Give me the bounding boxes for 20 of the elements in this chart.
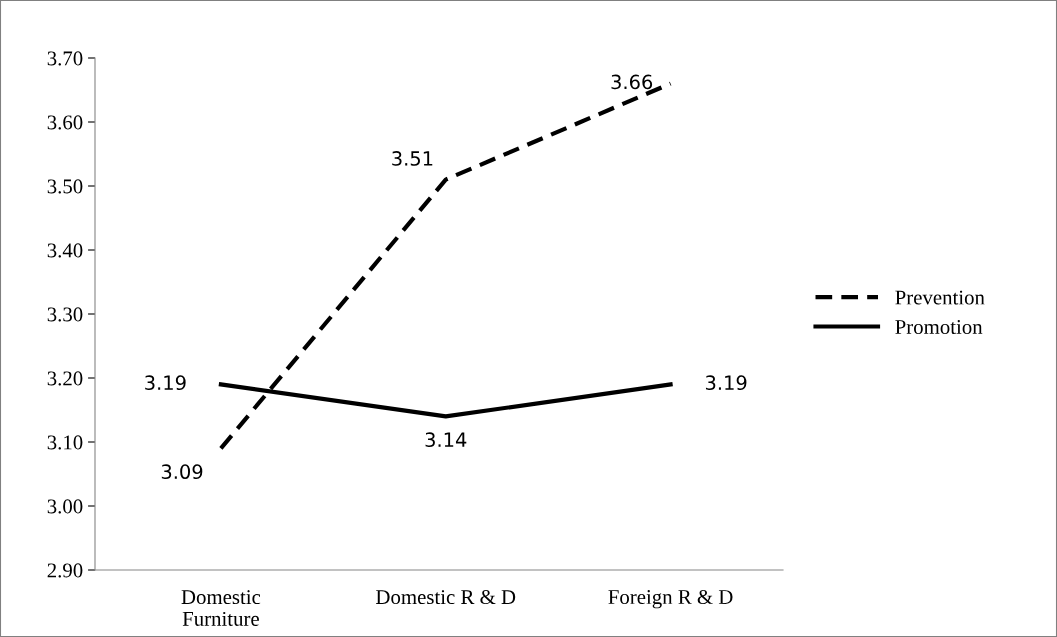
legend-label: Prevention [895, 290, 985, 305]
y-tick-label: 3.30 [47, 307, 83, 322]
data-label: 3.19 [705, 375, 747, 391]
x-tick-label: Domestic Furniture [181, 590, 261, 626]
y-tick-label: 2.90 [47, 563, 83, 578]
y-tick-label: 3.00 [47, 499, 83, 514]
legend-label: Promotion [895, 320, 983, 334]
data-label: 3.51 [392, 151, 433, 166]
data-label: 3.66 [611, 74, 653, 90]
y-tick-label: 3.20 [47, 371, 83, 386]
x-tick-label: Domestic R & D [376, 590, 516, 605]
data-label: 3.09 [161, 464, 203, 480]
data-label: 3.19 [145, 375, 186, 391]
y-tick-label: 3.70 [47, 51, 83, 66]
y-tick-label: 3.60 [47, 115, 83, 130]
y-tick-label: 3.40 [47, 243, 83, 258]
data-label: 3.14 [425, 432, 467, 448]
y-tick-label: 3.10 [47, 435, 83, 450]
x-tick-label: Foreign R & D [608, 589, 733, 609]
y-tick-label: 3.50 [47, 179, 83, 194]
